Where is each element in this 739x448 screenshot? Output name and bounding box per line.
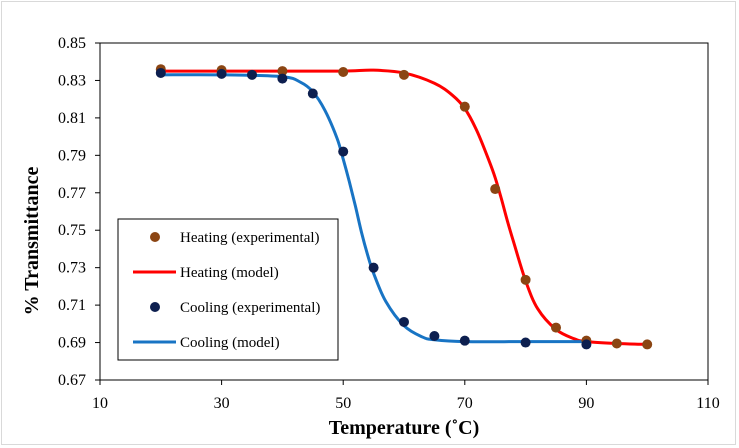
data-point-heating-experimental [459,101,470,112]
y-tick-label: 0.69 [58,335,86,352]
x-tick-label: 50 [335,395,351,412]
legend-label-cooling-model: Cooling (model) [180,335,280,351]
y-tick-label: 0.73 [58,260,86,277]
x-tick-label: 30 [214,395,230,412]
legend-item-heating-model: Heating (model) [133,265,279,281]
data-point-cooling-experimental [520,337,531,348]
x-tick-label: 10 [92,395,108,412]
x-axis-ticks: 10 30 50 70 90 110 [92,380,720,412]
data-point-cooling-experimental [368,262,379,273]
legend-label-cooling-experimental: Cooling (experimental) [180,300,320,316]
data-point-heating-experimental [490,184,501,195]
data-point-cooling-experimental [338,146,349,157]
legend-item-cooling-experimental: Cooling (experimental) [150,300,320,316]
x-tick-label: 110 [696,395,719,412]
y-tick-label: 0.85 [58,35,86,52]
legend-label-heating-experimental: Heating (experimental) [180,230,320,246]
legend: Heating (experimental) Heating (model) C… [117,218,339,361]
data-point-heating-experimental [520,274,531,285]
legend-marker-heating-experimental [150,232,160,242]
legend-label-heating-model: Heating (model) [180,265,279,281]
data-point-cooling-experimental [247,69,257,80]
legend-item-heating-experimental: Heating (experimental) [150,230,320,246]
series-line-heating-model [160,68,648,346]
y-tick-label: 0.67 [58,372,86,389]
legend-marker-cooling-experimental [150,302,160,312]
y-tick-label: 0.75 [58,222,86,239]
data-point-heating-experimental [611,338,622,349]
y-axis-ticks: 0.67 0.69 0.71 0.73 0.75 0.77 0.79 0.81 0.83 0.85 [58,35,100,389]
y-tick-label: 0.71 [58,297,86,314]
x-axis-title: Temperature (˚C) [329,417,480,439]
legend-item-cooling-model: Cooling (model) [133,335,280,351]
data-point-heating-experimental [551,322,561,333]
y-tick-label: 0.81 [58,110,86,127]
x-tick-label: 90 [578,395,594,412]
data-point-heating-experimental [399,69,409,80]
data-point-cooling-experimental [581,339,592,350]
legend-box [117,218,339,361]
data-point-cooling-experimental [307,88,318,99]
x-tick-label: 70 [457,395,473,412]
data-point-heating-experimental [642,339,653,350]
data-point-cooling-experimental [155,67,166,78]
data-point-cooling-experimental [277,73,288,84]
data-point-cooling-experimental [216,68,227,79]
y-tick-label: 0.83 [58,72,86,89]
y-axis-title: % Transmittance [21,167,43,316]
y-tick-label: 0.79 [58,147,86,164]
data-point-cooling-experimental [429,331,440,342]
data-point-cooling-experimental [459,335,470,346]
data-point-cooling-experimental [399,316,409,327]
data-point-heating-experimental [338,67,349,78]
series-layer [155,64,653,350]
y-tick-label: 0.77 [58,185,86,202]
data-point-heating-experimental [277,66,288,77]
